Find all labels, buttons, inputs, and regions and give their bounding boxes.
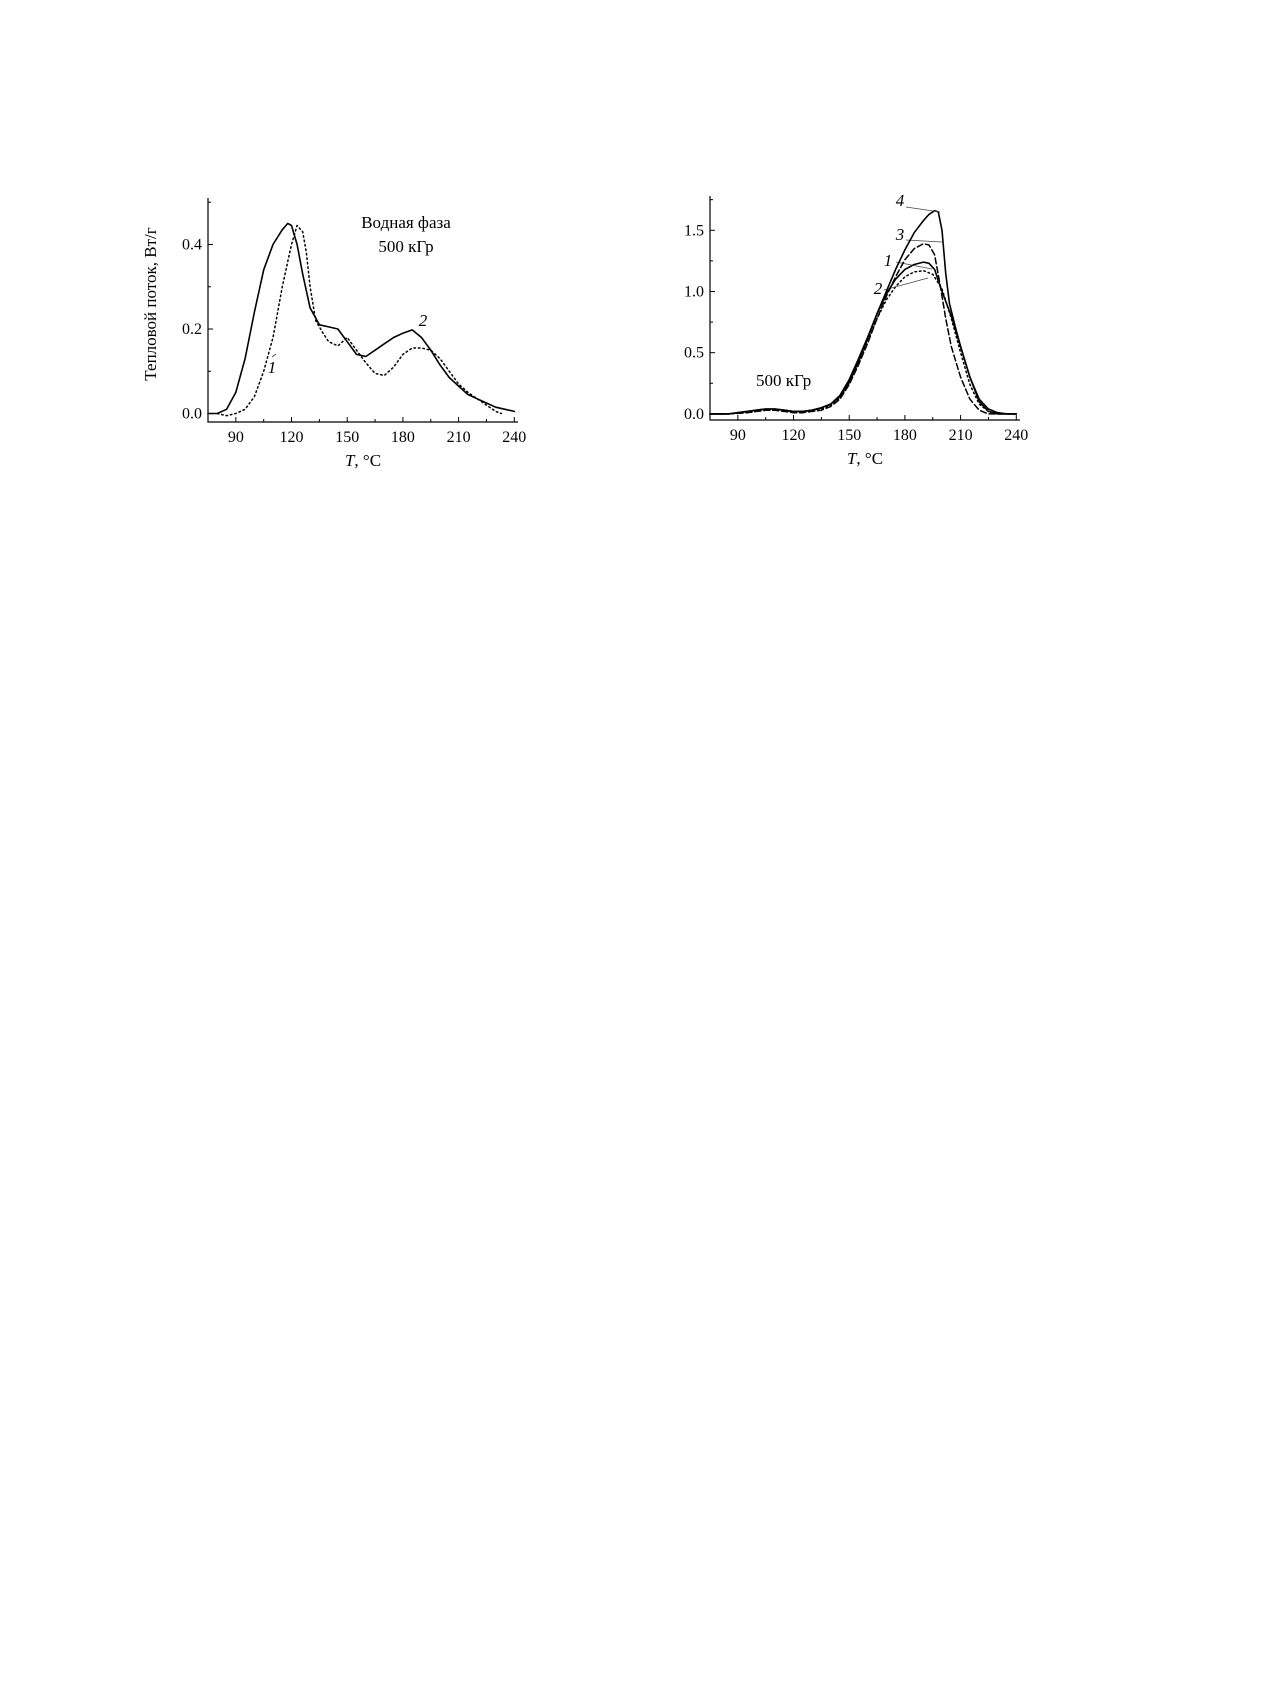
chart-right-xlabel: T, °C	[847, 449, 883, 468]
chart-right-xtick-label: 180	[893, 427, 917, 444]
chart-left-series-1-line	[216, 224, 503, 417]
chart-right-xtick-label: 240	[1004, 427, 1028, 444]
chart-left-annotation: 500 кГр	[378, 237, 433, 256]
chart-left-xtick-label: 90	[228, 429, 244, 446]
chart-right-series-4-leader	[905, 206, 941, 213]
chart-left-ytick-label: 0.2	[182, 321, 202, 338]
chart-right-series-2-line	[709, 269, 1018, 415]
chart-left-axes	[207, 198, 518, 423]
chart-right-xtick-label: 90	[730, 427, 746, 444]
chart-right-axes	[709, 196, 1020, 421]
chart-left-series-2-line	[207, 222, 516, 415]
chart-right-annotation: 500 кГр	[756, 371, 811, 390]
chart-right-series-3-line	[709, 242, 1018, 415]
chart-right-series-1-label: 1	[884, 251, 893, 270]
chart-left-xtick-label: 180	[391, 429, 415, 446]
chart-right-ytick-label: 1.5	[684, 222, 704, 239]
chart-right-series-4-label: 4	[896, 191, 905, 210]
chart-right-series-1-leader	[895, 261, 933, 270]
chart-right-xtick-label: 150	[837, 427, 861, 444]
chart-left-series-2-label: 2	[419, 311, 428, 330]
chart-right-series-2-leader	[883, 277, 929, 291]
chart-left-annotation: Водная фаза	[361, 213, 451, 232]
chart-right-ytick-label: 0.5	[684, 345, 704, 362]
chart-left-ytick-label: 0.0	[182, 406, 202, 423]
chart-right-series-3-label: 3	[895, 225, 905, 244]
chart-left-svg: 90 120 150 180 210 240 0.0 0.2 0.4 T, °C Тепловой …	[141, 198, 526, 470]
chart-left-series-1-label: 1	[268, 358, 277, 377]
chart-left-xtick-label: 240	[502, 429, 526, 446]
chart-right-ytick-label: 0.0	[684, 406, 704, 423]
chart-left-xtick-label: 210	[447, 429, 471, 446]
chart-left-ylabel: Тепловой поток, Вт/г	[141, 227, 160, 380]
chart-left-xtick-label: 150	[335, 429, 359, 446]
chart-left-xlabel: T, °C	[345, 451, 381, 470]
chart-left: 90 120 150 180 210 240 0.0 0.2 0.4 T, °C Тепловой …	[140, 190, 580, 520]
chart-right-series-1-line	[709, 261, 1018, 415]
chart-right-xtick-label: 120	[782, 427, 806, 444]
chart-right-series-2-label: 2	[874, 279, 883, 298]
chart-right-series-3-leader	[905, 239, 943, 243]
chart-right-ytick-label: 1.0	[684, 283, 704, 300]
chart-left-ytick-label: 0.4	[182, 236, 202, 253]
chart-right-xtick-label: 210	[949, 427, 973, 444]
chart-left-xtick-label: 120	[280, 429, 304, 446]
chart-left-series-1-leader	[271, 353, 277, 358]
chart-right-series-4-line	[709, 209, 1018, 415]
